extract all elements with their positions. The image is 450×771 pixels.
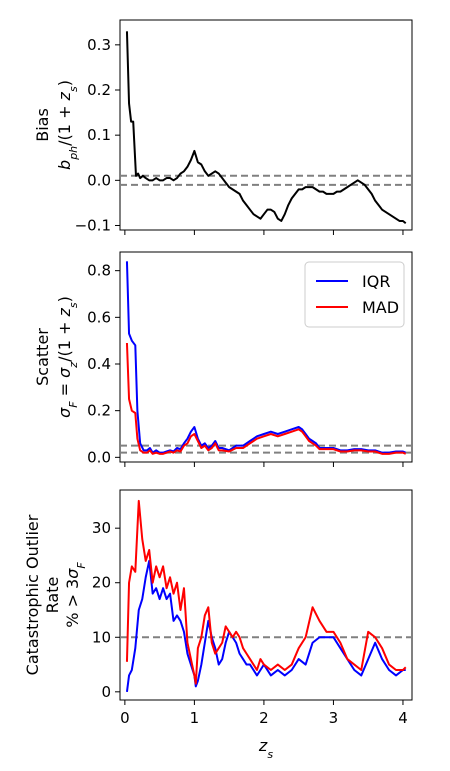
y-tick-label: 0.4	[87, 355, 111, 373]
y-tick-label: 10	[92, 628, 111, 646]
bias-panel: −0.1 0.0 0.1 0.2 0.3 Bias bph/(1 + zs)	[33, 19, 413, 235]
y-tick-label: 0.8	[87, 262, 111, 280]
y-tick-label: 0.0	[87, 448, 111, 466]
x-tick-label: 1	[190, 709, 200, 727]
scatter-series	[125, 261, 407, 455]
y-tick-label: 0	[101, 683, 111, 701]
series-0-line	[125, 31, 407, 225]
y-tick-label: 0.3	[87, 36, 111, 54]
y-tick-label: 20	[92, 574, 111, 592]
bias-ylabel-line2: bph/(1 + zs)	[55, 80, 80, 170]
scatter-panel: 0.0 0.2 0.4 0.6 0.8 Scatter σF = σz/(1 + zs)…	[33, 251, 413, 467]
y-tick-label: −0.1	[75, 216, 111, 234]
x-tick-label: 4	[398, 709, 408, 727]
iqr-line	[125, 261, 407, 454]
outlier-y-ticks: 0 10 20 30	[92, 519, 120, 701]
outlier-ylabel-line3: % > 3σF	[63, 562, 88, 628]
bias-y-ticks: −0.1 0.0 0.1 0.2 0.3	[75, 36, 120, 234]
mad-line	[125, 499, 407, 685]
bias-series	[125, 31, 407, 225]
outlier-plot-frame	[119, 489, 413, 701]
scatter-ylabel-line1: Scatter	[33, 328, 52, 386]
y-tick-label: 0.2	[87, 402, 111, 420]
y-tick-label: 0.0	[87, 171, 111, 189]
x-tick-label: 3	[329, 709, 339, 727]
bias-plot-frame	[119, 19, 413, 231]
legend-mad-label: MAD	[362, 298, 399, 317]
legend-box	[304, 261, 405, 328]
legend-iqr-label: IQR	[362, 272, 390, 291]
y-tick-label: 0.1	[87, 126, 111, 144]
bias-x-ticks	[124, 230, 404, 235]
scatter-ylabel-line2: σF = σz/(1 + zs)	[55, 296, 80, 418]
scatter-legend: IQR MAD	[304, 261, 405, 328]
scatter-x-ticks	[124, 462, 404, 467]
y-tick-label: 0.6	[87, 308, 111, 326]
outlier-x-ticks: 0 1 2 3 4	[120, 700, 408, 727]
x-tick-label: 2	[259, 709, 269, 727]
y-tick-label: 30	[92, 519, 111, 537]
x-axis-label: zs	[258, 736, 273, 761]
outlier-ylabel-line1: Catastrophic Outlier	[23, 514, 42, 675]
x-tick-label: 0	[120, 709, 130, 727]
scatter-y-ticks: 0.0 0.2 0.4 0.6 0.8	[87, 262, 120, 466]
scatter-plot-frame	[119, 251, 413, 463]
bias-ylabel-line1: Bias	[33, 108, 52, 142]
outlier-series	[125, 499, 407, 692]
y-tick-label: 0.2	[87, 81, 111, 99]
outlier-ylabel-line2: Rate	[43, 577, 62, 614]
mad-line	[125, 342, 407, 455]
